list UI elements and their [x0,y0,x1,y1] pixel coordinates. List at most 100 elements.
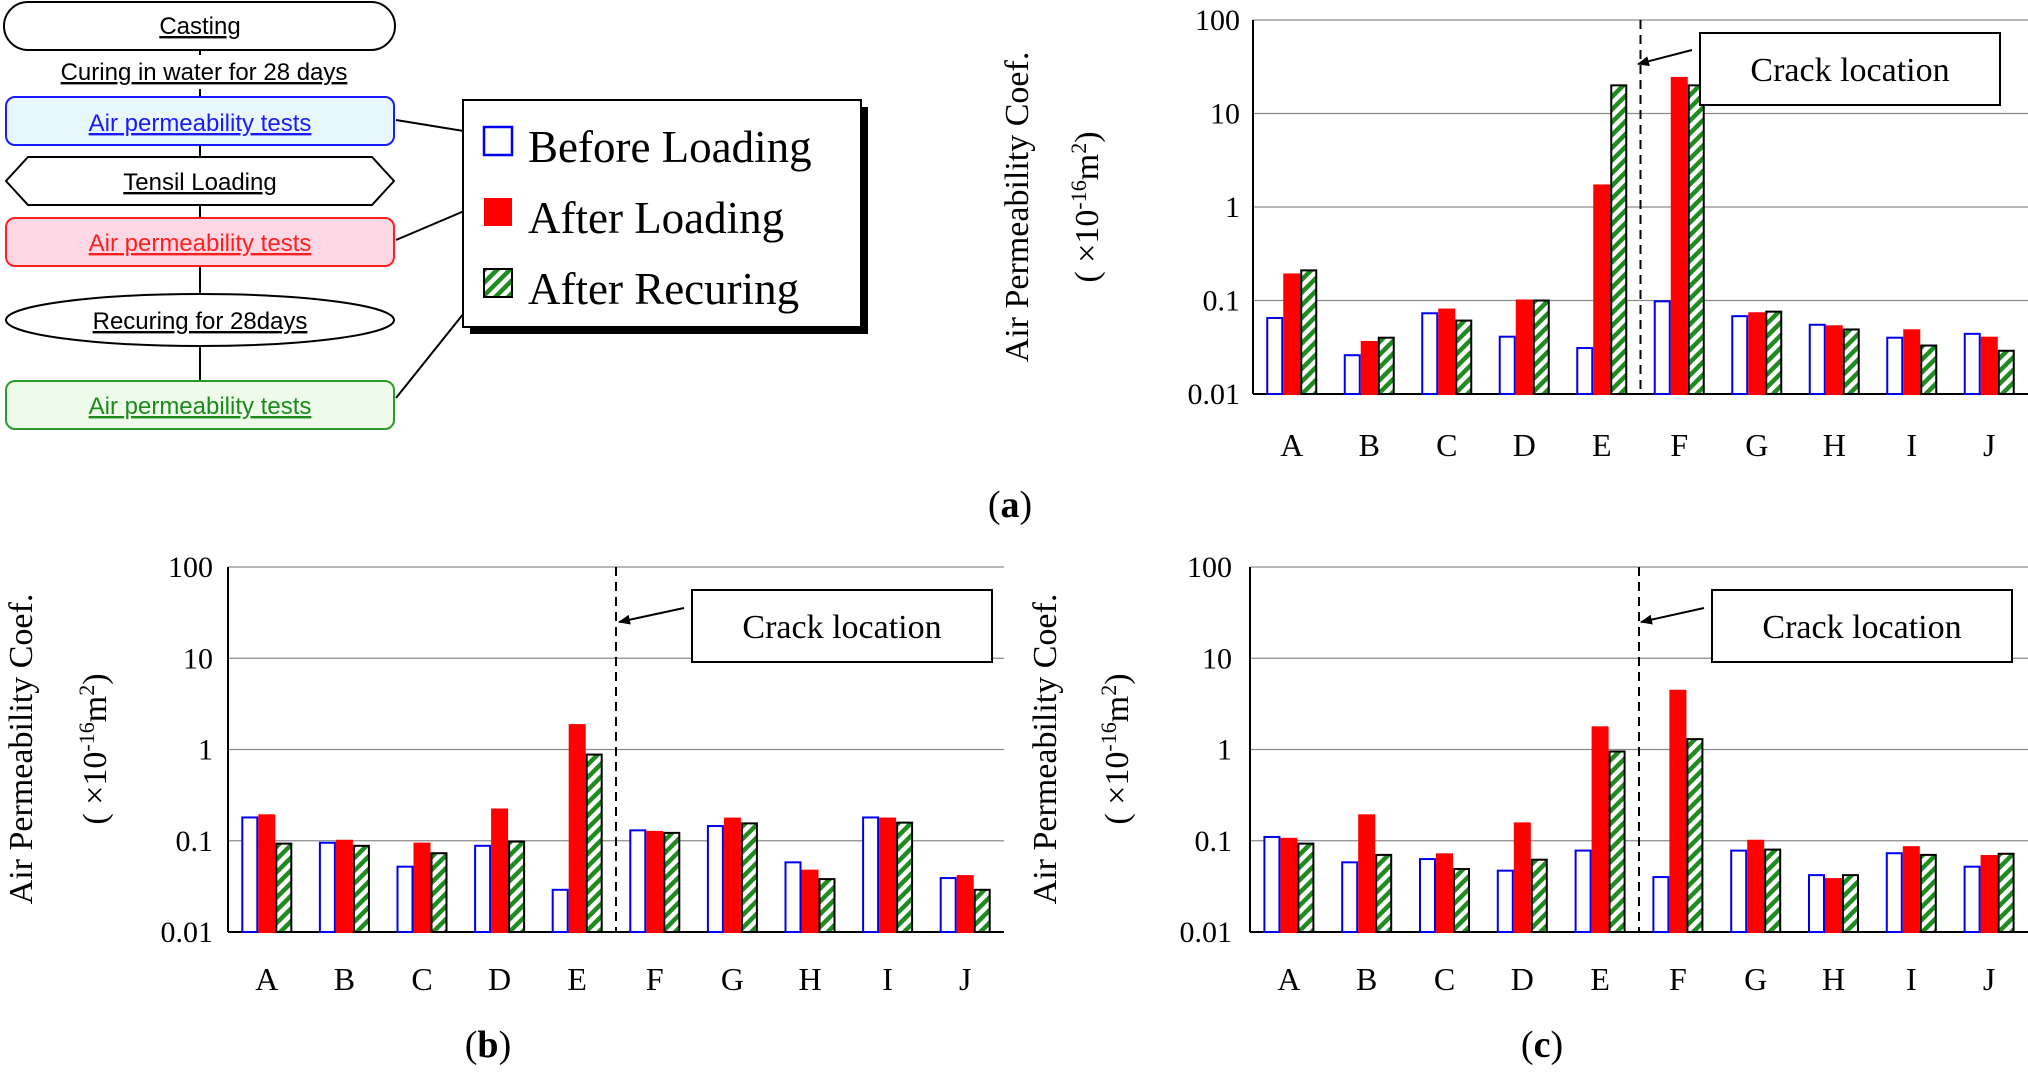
bar-after-loading [1980,336,1998,396]
x-category-label: B [334,961,355,997]
legend-label-before: Before Loading [528,122,812,172]
panel-label: (c) [1521,1024,1563,1066]
y-tick-label: 10 [1202,642,1232,675]
legend: Before Loading After Loading After Recur… [462,99,868,334]
bar-after-recuring [896,821,914,934]
x-category-label: A [1277,961,1300,997]
flow-step-test1: Air permeability tests [89,110,312,137]
bar-after-loading [1670,76,1688,395]
bar-after-loading [1903,329,1921,396]
y-tick-label: 10 [1210,98,1240,131]
y-axis-unit-label: ( ×10-16m2) [1096,673,1137,824]
x-category-label: H [1822,961,1845,997]
bar-after-loading [1825,325,1843,396]
bar-after-recuring [275,842,293,933]
bar-after-recuring [1608,750,1626,933]
bar-after-recuring [1532,299,1550,395]
bar-before-loading [1341,861,1359,934]
bar-after-loading [1825,878,1842,933]
bar-before-loading [551,888,569,933]
legend-label-recuring: After Recuring [528,264,799,314]
panel-label: (a) [988,484,1032,526]
bar-after-recuring [973,888,991,933]
bar-after-recuring [1842,328,1860,396]
x-category-label: D [1513,427,1536,463]
x-category-label: E [1592,427,1612,463]
legend-label-after: After Loading [528,193,784,243]
bar-before-loading [1653,300,1671,396]
bar-before-loading [629,829,647,933]
flow-step-recuring-box [5,293,395,347]
crack-annotation-arrow [1637,49,1693,67]
bar-after-recuring [818,878,836,933]
y-tick-label: 1 [198,734,213,767]
y-tick-label: 0.1 [1195,825,1233,858]
bar-after-loading [1902,846,1920,934]
x-category-label: F [646,961,664,997]
flow-step-curing: Curing in water for 28 days [61,59,348,86]
bar-after-recuring [1610,84,1628,395]
bar-after-loading [1591,726,1609,933]
x-category-label: I [882,961,893,997]
bar-after-loading [723,817,741,933]
flow-step-test3-box [5,380,395,430]
bar-before-loading [1496,869,1514,934]
y-tick-label: 10 [183,642,213,675]
x-category-label: I [1906,961,1917,997]
bar-before-loading [862,816,880,933]
panel-label: (b) [465,1024,511,1066]
bar-before-loading [706,825,724,933]
x-category-label: C [1436,427,1457,463]
bar-after-loading [1515,299,1533,395]
bar-after-loading [258,814,276,933]
x-category-label: J [1983,427,1995,463]
bar-after-recuring [1297,842,1315,933]
bar-after-recuring [1919,853,1937,934]
crack-annotation-arrow [1640,607,1705,625]
bar-after-recuring [1920,344,1938,396]
crack-annotation-box [1699,32,2001,106]
bar-before-loading [1498,335,1516,396]
bar-after-recuring [352,844,370,934]
y-tick-label: 0.1 [1203,285,1241,318]
bar-after-loading [491,808,509,933]
y-tick-label: 1 [1217,734,1232,767]
y-tick-label: 0.1 [176,825,214,858]
bar-before-loading [1808,874,1825,933]
chart-c: 100 10 1 0.1 0.01 A B C D E F G H I J Crack location Air… [1027,551,2028,1066]
crack-annotation-arrow [618,607,685,625]
bar-before-loading [1266,316,1284,396]
bar-before-loading [1886,336,1904,396]
crack-annotation-label: Crack location [742,609,941,646]
x-category-label: I [1906,427,1917,463]
bar-after-loading [879,817,897,933]
flow-step-test2-box [5,217,395,267]
bar-after-loading [1980,855,1998,934]
flow-step-test3: Air permeability tests [89,393,312,420]
flow-step-curing-bg [30,55,370,89]
x-category-label: J [1983,961,1995,997]
chart-b: 100 10 1 0.1 0.01 A B C D E F G H I J Crack location Air… [3,551,1004,1066]
crack-annotation-box [1711,589,2013,663]
flow-step-casting: Casting [159,13,240,40]
x-category-label: J [959,961,971,997]
legend-swatch-recuring [483,268,513,298]
y-tick-label: 0.01 [161,916,214,949]
y-axis-unit-label: ( ×10-16m2) [1066,131,1107,282]
y-axis-label: Air Permeability Coef. [1027,594,1064,905]
bar-after-recuring [1377,336,1395,396]
x-category-label: E [567,961,587,997]
bar-after-recuring [1375,853,1393,934]
x-category-label: E [1590,961,1610,997]
bar-after-recuring [1455,319,1473,395]
bar-before-loading [1576,347,1594,395]
bar-after-recuring [1765,310,1783,395]
bar-after-recuring [663,831,681,934]
chart-a: 100 10 1 0.1 0.01 A B C D E F G H I J Crack location Air… [988,4,2028,526]
bar-before-loading [474,844,492,934]
bar-before-loading [1963,865,1981,933]
bar-after-recuring [1687,84,1705,395]
y-tick-label: 100 [1195,4,1240,37]
bar-before-loading [1652,876,1670,933]
bar-before-loading [1808,323,1826,396]
